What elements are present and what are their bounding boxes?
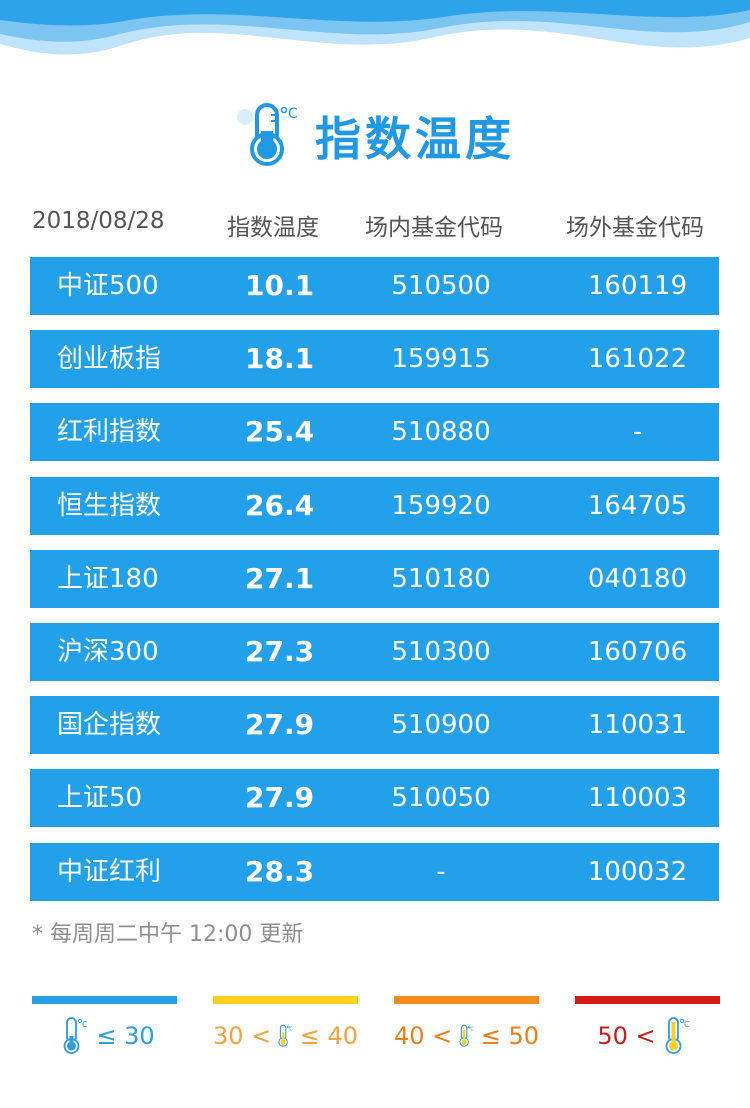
legend-label: C ≤ 30 xyxy=(32,1016,177,1056)
index-temp: 10.1 xyxy=(245,269,315,302)
legend-bar xyxy=(575,996,720,1004)
out-code: 040180 xyxy=(587,563,688,594)
index-name: 中证500 xyxy=(57,271,159,301)
table-header: 2018/08/28 指数温度 场内基金代码 场外基金代码 xyxy=(0,200,750,246)
table-row[interactable]: 上证180 27.1 510180 040180 xyxy=(30,549,719,608)
index-temp: 27.3 xyxy=(245,634,315,668)
svg-text:C: C xyxy=(82,1020,88,1029)
in-code: 159915 xyxy=(391,344,491,375)
legend-bar xyxy=(213,996,358,1004)
index-temp: 27.9 xyxy=(245,708,315,742)
in-code: 510300 xyxy=(391,636,491,667)
table-row[interactable]: 中证500 10.1 510500 160119 xyxy=(30,257,719,315)
out-code: 161022 xyxy=(587,344,688,375)
svg-text:C: C xyxy=(471,1027,475,1033)
in-code: - xyxy=(436,856,446,887)
legend-pre: 30 < xyxy=(213,1022,272,1050)
date-label: 2018/08/28 xyxy=(32,208,165,234)
out-code: 100032 xyxy=(587,856,688,887)
legend-bar xyxy=(394,996,539,1004)
legend-label: 40 < C ≤ 50 xyxy=(394,1016,539,1056)
out-code: 160119 xyxy=(587,271,688,301)
in-code: 510500 xyxy=(391,271,491,301)
index-temp: 28.3 xyxy=(245,854,315,888)
index-name: 上证50 xyxy=(57,783,143,814)
table-row[interactable]: 沪深300 27.3 510300 160706 xyxy=(30,622,719,681)
thermometer-icon: C xyxy=(63,1017,88,1054)
out-code: - xyxy=(632,417,643,448)
thermometer-icon: C xyxy=(278,1024,294,1047)
in-code: 159920 xyxy=(391,490,491,521)
out-code: 164705 xyxy=(587,490,688,521)
index-name: 中证红利 xyxy=(57,856,162,887)
table-row[interactable]: 创业板指 18.1 159915 161022 xyxy=(30,330,719,389)
legend-item: 30 < C ≤ 40 xyxy=(213,996,358,1050)
in-code: 510900 xyxy=(391,710,491,741)
table-row[interactable]: 中证红利 28.3 - 100032 xyxy=(30,842,719,901)
in-code: 510880 xyxy=(391,417,491,448)
index-name: 国企指数 xyxy=(57,710,162,741)
legend-pre: 50 < xyxy=(597,1022,656,1050)
table-row[interactable]: 国企指数 27.9 510900 110031 xyxy=(30,696,719,755)
legend-item: 40 < C ≤ 50 xyxy=(394,996,539,1050)
index-temp: 25.4 xyxy=(245,415,315,449)
table-row[interactable]: 红利指数 25.4 510880 - xyxy=(30,403,719,462)
svg-text:C: C xyxy=(288,106,298,122)
index-temp: 18.1 xyxy=(245,342,315,376)
out-code: 110031 xyxy=(587,710,688,741)
legend-item: C ≤ 30 xyxy=(32,996,177,1054)
svg-text:C: C xyxy=(290,1027,294,1033)
index-name: 沪深300 xyxy=(57,636,159,667)
column-header-out-code: 场外基金代码 xyxy=(566,215,704,241)
index-temp: 27.9 xyxy=(245,781,315,815)
thermometer-icon: C xyxy=(237,103,298,166)
svg-text:C: C xyxy=(684,1020,690,1029)
in-code: 510050 xyxy=(391,783,491,814)
column-header-temp: 指数温度 xyxy=(227,215,319,241)
legend-bar xyxy=(32,996,177,1004)
out-code: 110003 xyxy=(587,783,688,814)
index-temp: 27.1 xyxy=(245,561,315,595)
legend-label: 50 < C xyxy=(575,1016,720,1056)
legend-label: 30 < C ≤ 40 xyxy=(213,1016,358,1056)
index-name: 上证180 xyxy=(57,563,159,594)
index-table: 中证500 10.1 510500 160119 创业板指 18.1 15991… xyxy=(30,257,719,916)
thermometer-icon: C xyxy=(459,1024,475,1047)
table-row[interactable]: 恒生指数 26.4 159920 164705 xyxy=(30,476,719,535)
thermometer-icon: C xyxy=(665,1017,690,1054)
legend-item: 50 < C xyxy=(575,996,720,1054)
index-name: 恒生指数 xyxy=(57,490,162,521)
index-temp: 26.4 xyxy=(245,488,315,522)
header-wave xyxy=(0,0,750,55)
index-name: 红利指数 xyxy=(57,417,162,448)
page-header: C 指数温度 xyxy=(0,96,750,176)
update-note: * 每周周二中午 12:00 更新 xyxy=(32,922,304,947)
legend-post: ≤ 40 xyxy=(299,1022,358,1050)
table-row[interactable]: 上证50 27.9 510050 110003 xyxy=(30,769,719,828)
temperature-legend: C ≤ 30 30 < C ≤ 40 40 < xyxy=(0,996,750,1066)
index-name: 创业板指 xyxy=(57,344,162,375)
out-code: 160706 xyxy=(587,636,688,667)
legend-pre: 40 < xyxy=(394,1022,453,1050)
legend-post: ≤ 50 xyxy=(480,1022,539,1050)
column-header-in-code: 场内基金代码 xyxy=(365,215,503,241)
legend-post: ≤ 30 xyxy=(96,1022,155,1050)
page-title: 指数温度 xyxy=(315,112,515,166)
in-code: 510180 xyxy=(391,563,491,594)
